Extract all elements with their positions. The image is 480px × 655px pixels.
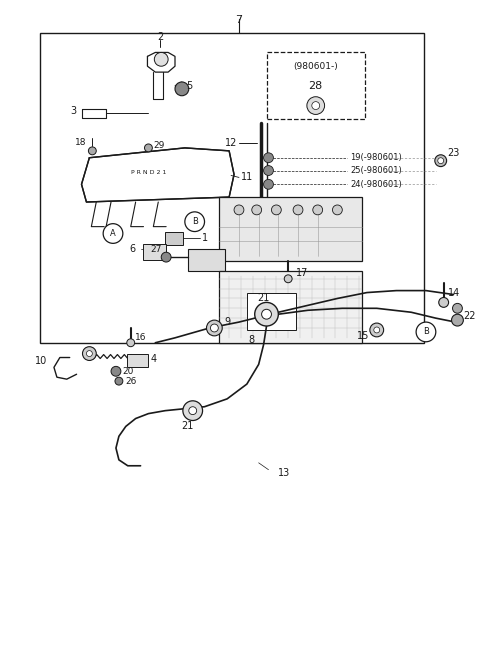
Circle shape	[161, 252, 171, 262]
Text: 21: 21	[181, 421, 194, 432]
Text: (980601-): (980601-)	[293, 62, 338, 71]
Text: P R N D 2 1: P R N D 2 1	[131, 170, 166, 175]
Bar	[219, 197, 362, 261]
Circle shape	[111, 366, 121, 376]
Circle shape	[374, 327, 380, 333]
Circle shape	[183, 401, 203, 421]
Circle shape	[439, 297, 449, 307]
Bar	[143, 244, 166, 260]
Circle shape	[453, 303, 462, 313]
Text: 7: 7	[235, 15, 242, 25]
Circle shape	[155, 52, 168, 66]
Bar	[188, 250, 225, 271]
Text: 9: 9	[224, 317, 230, 327]
Text: 17: 17	[296, 268, 309, 278]
Circle shape	[307, 97, 324, 115]
Text: 23: 23	[448, 148, 460, 158]
Circle shape	[452, 314, 463, 326]
Circle shape	[127, 339, 135, 346]
Text: 25(-980601): 25(-980601)	[350, 166, 402, 175]
Circle shape	[210, 324, 218, 332]
Text: 8: 8	[249, 335, 255, 345]
Circle shape	[312, 102, 320, 109]
Circle shape	[272, 205, 281, 215]
Circle shape	[234, 205, 244, 215]
Text: 18: 18	[75, 138, 86, 147]
Text: A: A	[110, 229, 116, 238]
Text: 19(-980601): 19(-980601)	[350, 153, 402, 162]
Text: 27: 27	[151, 245, 162, 253]
Bar	[40, 33, 424, 343]
Circle shape	[255, 303, 278, 326]
Circle shape	[103, 223, 123, 244]
Circle shape	[175, 82, 189, 96]
Text: B: B	[192, 217, 198, 226]
Text: 2: 2	[157, 31, 163, 42]
Bar	[127, 354, 148, 367]
Circle shape	[435, 155, 446, 166]
Polygon shape	[82, 148, 234, 202]
Text: 16: 16	[135, 333, 146, 343]
Text: 5: 5	[186, 81, 192, 91]
Text: 13: 13	[278, 468, 290, 477]
Circle shape	[252, 205, 262, 215]
Circle shape	[264, 153, 274, 162]
Text: 3: 3	[71, 107, 77, 117]
Circle shape	[86, 350, 92, 356]
Text: 15: 15	[357, 331, 370, 341]
Circle shape	[438, 158, 444, 164]
Text: 14: 14	[448, 288, 460, 297]
Text: 29: 29	[153, 141, 165, 151]
Circle shape	[144, 144, 152, 152]
Bar	[247, 293, 296, 330]
Text: 22: 22	[463, 311, 476, 321]
Text: 6: 6	[130, 244, 136, 254]
Circle shape	[88, 147, 96, 155]
Circle shape	[284, 275, 292, 283]
Circle shape	[115, 377, 123, 385]
Circle shape	[206, 320, 222, 336]
Text: 11: 11	[241, 172, 253, 183]
Text: 12: 12	[225, 138, 237, 148]
Text: 4: 4	[150, 354, 156, 364]
Text: 28: 28	[309, 81, 323, 91]
Circle shape	[293, 205, 303, 215]
Bar	[266, 52, 365, 119]
Circle shape	[185, 212, 204, 232]
Circle shape	[333, 205, 342, 215]
Bar	[219, 271, 362, 343]
Circle shape	[264, 179, 274, 189]
Circle shape	[262, 309, 272, 319]
Text: 21: 21	[257, 293, 270, 303]
Circle shape	[416, 322, 436, 342]
Circle shape	[189, 407, 197, 415]
Text: 24(-980601): 24(-980601)	[350, 180, 402, 189]
Circle shape	[370, 323, 384, 337]
Circle shape	[83, 346, 96, 360]
Text: B: B	[423, 328, 429, 337]
Text: 1: 1	[202, 233, 208, 244]
Text: 26: 26	[126, 377, 137, 386]
Text: 10: 10	[35, 356, 47, 366]
Bar	[165, 232, 183, 246]
Circle shape	[313, 205, 323, 215]
Circle shape	[264, 166, 274, 176]
Text: 20: 20	[123, 367, 134, 376]
